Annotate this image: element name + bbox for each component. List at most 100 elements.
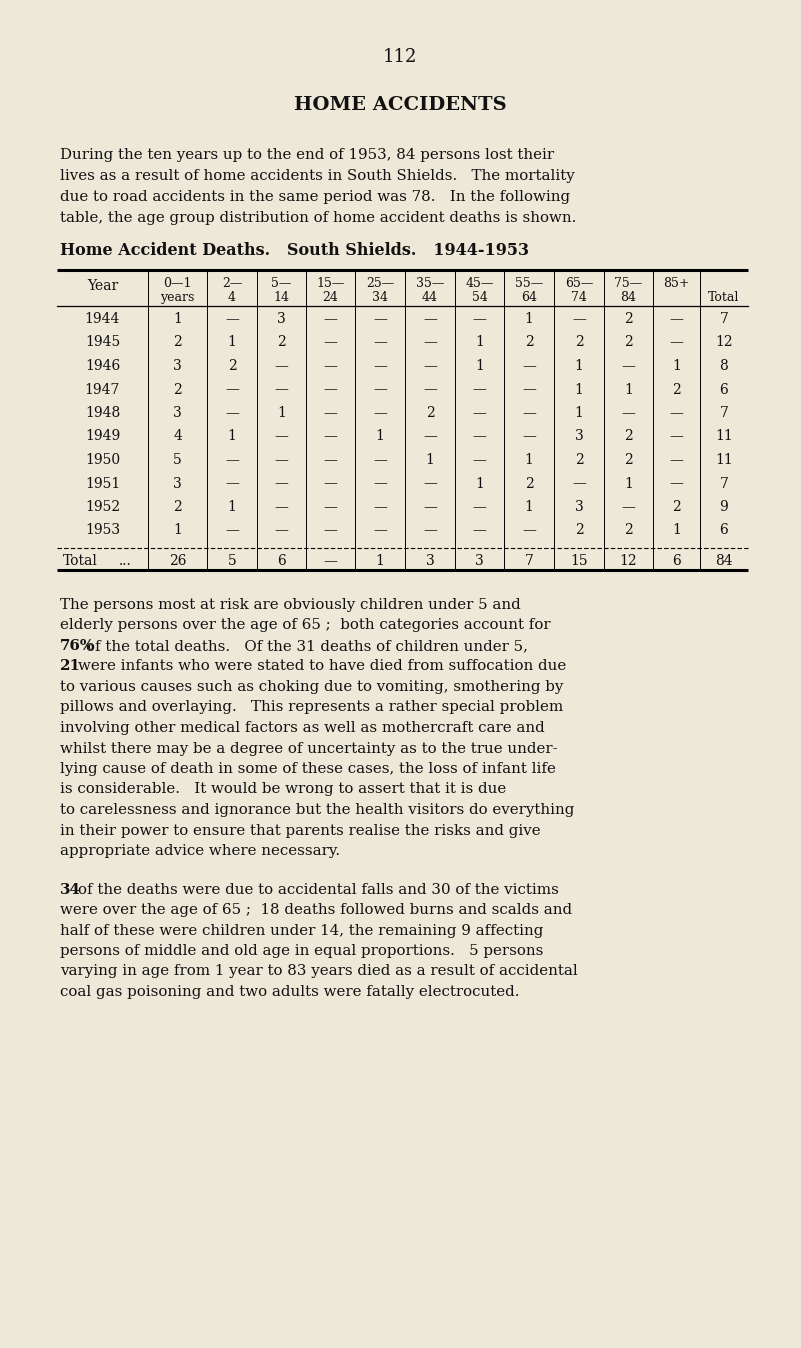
Text: 2: 2 xyxy=(624,453,633,466)
Text: 1: 1 xyxy=(376,554,384,568)
Text: 1: 1 xyxy=(173,311,182,326)
Text: —: — xyxy=(373,336,387,349)
Text: —: — xyxy=(275,500,288,514)
Text: were infants who were stated to have died from suffocation due: were infants who were stated to have die… xyxy=(78,659,566,674)
Text: 4: 4 xyxy=(228,291,236,305)
Text: 2: 2 xyxy=(624,430,633,443)
Text: —: — xyxy=(522,523,536,538)
Text: —: — xyxy=(373,311,387,326)
Text: —: — xyxy=(225,523,239,538)
Text: 2: 2 xyxy=(525,476,533,491)
Text: —: — xyxy=(423,500,437,514)
Text: 1: 1 xyxy=(277,406,286,421)
Text: 9: 9 xyxy=(719,500,728,514)
Text: 1947: 1947 xyxy=(85,383,120,396)
Text: 2: 2 xyxy=(173,500,182,514)
Text: 34: 34 xyxy=(60,883,81,896)
Text: —: — xyxy=(324,430,337,443)
Text: 2: 2 xyxy=(672,383,681,396)
Text: to carelessness and ignorance but the health visitors do everything: to carelessness and ignorance but the he… xyxy=(60,803,574,817)
Text: —: — xyxy=(473,523,486,538)
Text: —: — xyxy=(473,383,486,396)
Text: 15—: 15— xyxy=(316,276,344,290)
Text: —: — xyxy=(275,476,288,491)
Text: 1950: 1950 xyxy=(85,453,120,466)
Text: —: — xyxy=(275,430,288,443)
Text: pillows and overlaying.   This represents a rather special problem: pillows and overlaying. This represents … xyxy=(60,701,563,714)
Text: 75—: 75— xyxy=(614,276,642,290)
Text: 76%: 76% xyxy=(60,639,95,652)
Text: 44: 44 xyxy=(422,291,438,305)
Text: Year: Year xyxy=(87,279,118,293)
Text: 3: 3 xyxy=(475,554,484,568)
Text: 2: 2 xyxy=(525,336,533,349)
Text: 1948: 1948 xyxy=(85,406,120,421)
Text: 8: 8 xyxy=(719,359,728,373)
Text: 1: 1 xyxy=(173,523,182,538)
Text: —: — xyxy=(275,453,288,466)
Text: 3: 3 xyxy=(277,311,286,326)
Text: 11: 11 xyxy=(715,430,733,443)
Text: lives as a result of home accidents in South Shields.   The mortality: lives as a result of home accidents in S… xyxy=(60,168,575,183)
Text: —: — xyxy=(670,476,683,491)
Text: HOME ACCIDENTS: HOME ACCIDENTS xyxy=(294,96,506,115)
Text: 2: 2 xyxy=(624,336,633,349)
Text: —: — xyxy=(670,406,683,421)
Text: 3: 3 xyxy=(425,554,434,568)
Text: 2: 2 xyxy=(173,383,182,396)
Text: 25—: 25— xyxy=(366,276,394,290)
Text: 1951: 1951 xyxy=(85,476,120,491)
Text: —: — xyxy=(423,336,437,349)
Text: —: — xyxy=(275,359,288,373)
Text: —: — xyxy=(225,311,239,326)
Text: 5: 5 xyxy=(173,453,182,466)
Text: During the ten years up to the end of 1953, 84 persons lost their: During the ten years up to the end of 19… xyxy=(60,148,554,162)
Text: were over the age of 65 ;  18 deaths followed burns and scalds and: were over the age of 65 ; 18 deaths foll… xyxy=(60,903,572,917)
Text: —: — xyxy=(670,336,683,349)
Text: 12: 12 xyxy=(620,554,638,568)
Text: 2: 2 xyxy=(624,311,633,326)
Text: 1: 1 xyxy=(574,359,583,373)
Text: involving other medical factors as well as mothercraft care and: involving other medical factors as well … xyxy=(60,721,545,735)
Text: Home Accident Deaths.   South Shields.   1944-1953: Home Accident Deaths. South Shields. 194… xyxy=(60,243,529,259)
Text: —: — xyxy=(373,453,387,466)
Text: 1: 1 xyxy=(227,500,236,514)
Text: —: — xyxy=(423,359,437,373)
Text: 2: 2 xyxy=(173,336,182,349)
Text: The persons most at risk are obviously children under 5 and: The persons most at risk are obviously c… xyxy=(60,599,521,612)
Text: 1: 1 xyxy=(624,476,633,491)
Text: 2: 2 xyxy=(574,336,583,349)
Text: —: — xyxy=(324,406,337,421)
Text: 1946: 1946 xyxy=(85,359,120,373)
Text: 1: 1 xyxy=(376,430,384,443)
Text: 1: 1 xyxy=(475,359,484,373)
Text: 3: 3 xyxy=(173,406,182,421)
Text: —: — xyxy=(423,430,437,443)
Text: elderly persons over the age of 65 ;  both categories account for: elderly persons over the age of 65 ; bot… xyxy=(60,619,550,632)
Text: —: — xyxy=(275,383,288,396)
Text: of the total deaths.   Of the 31 deaths of children under 5,: of the total deaths. Of the 31 deaths of… xyxy=(86,639,528,652)
Text: 2: 2 xyxy=(574,453,583,466)
Text: —: — xyxy=(373,476,387,491)
Text: —: — xyxy=(423,311,437,326)
Text: 11: 11 xyxy=(715,453,733,466)
Text: 55—: 55— xyxy=(515,276,543,290)
Text: 1945: 1945 xyxy=(85,336,120,349)
Text: 35—: 35— xyxy=(416,276,445,290)
Text: 85+: 85+ xyxy=(663,276,690,290)
Text: —: — xyxy=(522,430,536,443)
Text: 12: 12 xyxy=(715,336,733,349)
Text: —: — xyxy=(275,523,288,538)
Text: 2: 2 xyxy=(277,336,286,349)
Text: —: — xyxy=(572,476,586,491)
Text: —: — xyxy=(522,406,536,421)
Text: 1: 1 xyxy=(574,406,583,421)
Text: is considerable.   It would be wrong to assert that it is due: is considerable. It would be wrong to as… xyxy=(60,782,506,797)
Text: 1949: 1949 xyxy=(85,430,120,443)
Text: 7: 7 xyxy=(719,311,728,326)
Text: persons of middle and old age in equal proportions.   5 persons: persons of middle and old age in equal p… xyxy=(60,944,543,958)
Text: —: — xyxy=(324,359,337,373)
Text: 24: 24 xyxy=(323,291,339,305)
Text: —: — xyxy=(373,500,387,514)
Text: 2: 2 xyxy=(227,359,236,373)
